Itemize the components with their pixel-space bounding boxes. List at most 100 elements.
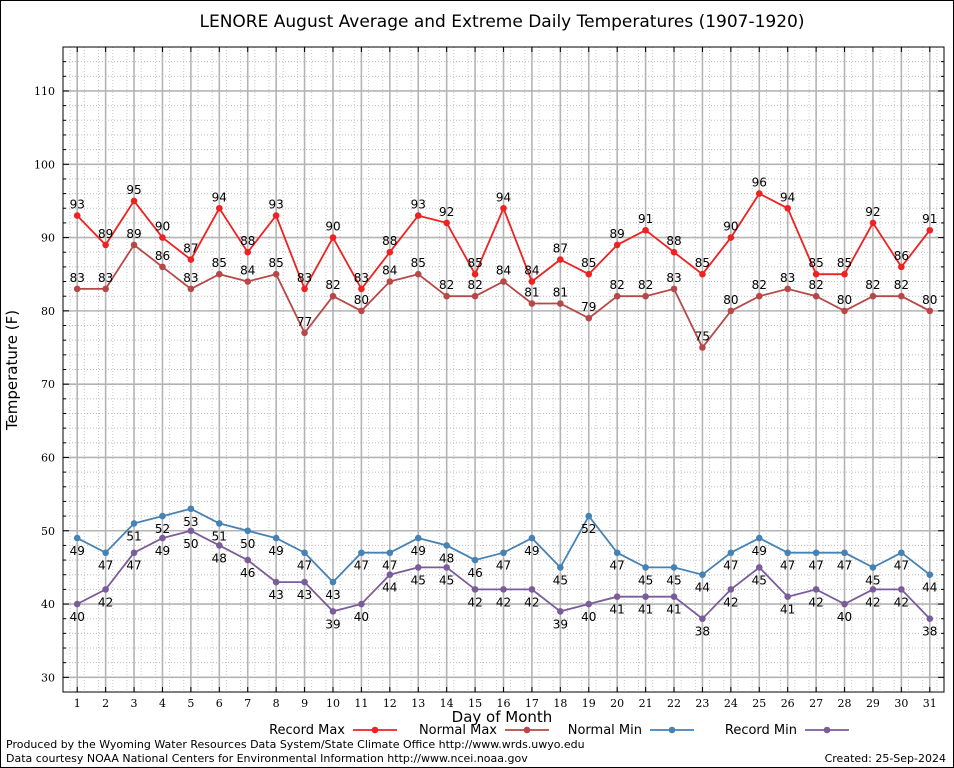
normal-min-point bbox=[130, 520, 138, 527]
record-min-data-label: 42 bbox=[524, 595, 539, 609]
record-min-data-label: 48 bbox=[212, 551, 227, 565]
record-max-data-label: 95 bbox=[126, 183, 141, 197]
record-max-point bbox=[869, 219, 877, 227]
legend-marker-record-min bbox=[823, 726, 831, 734]
normal-min-point bbox=[926, 571, 934, 579]
normal-min-data-label: 47 bbox=[780, 559, 795, 573]
record-min-data-label: 42 bbox=[98, 595, 113, 609]
record-max-point bbox=[187, 256, 195, 263]
record-max-data-label: 84 bbox=[524, 264, 539, 278]
normal-min-point bbox=[528, 534, 536, 542]
normal-min-point bbox=[557, 564, 564, 571]
normal-min-point bbox=[471, 556, 479, 564]
normal-min-data-label: 47 bbox=[808, 559, 823, 573]
normal-max-data-label: 83 bbox=[666, 271, 681, 285]
record-min-data-label: 41 bbox=[638, 603, 653, 617]
normal-max-point bbox=[471, 292, 479, 300]
normal-max-data-label: 85 bbox=[269, 256, 284, 270]
normal-max-data-label: 85 bbox=[411, 256, 426, 270]
normal-min-point bbox=[386, 549, 394, 557]
footer-created-date: Created: 25-Sep-2024 bbox=[824, 752, 946, 765]
normal-max-data-label: 84 bbox=[240, 264, 255, 278]
normal-max-data-label: 80 bbox=[837, 293, 852, 307]
record-min-data-label: 40 bbox=[70, 610, 85, 624]
axis-layer: 1 2 3 4 5 6 7 8 9 10 11 12 13 14 15 16 17 18 19 20 21 22 23 24 2… bbox=[34, 46, 944, 710]
x-tick-label: 15 bbox=[468, 697, 482, 710]
record-max-point bbox=[414, 212, 422, 219]
record-max-data-label: 91 bbox=[638, 212, 653, 226]
record-max-data-label: 93 bbox=[70, 198, 85, 212]
normal-max-data-label: 82 bbox=[808, 278, 823, 292]
record-max-point bbox=[699, 270, 706, 278]
record-min-data-label: 42 bbox=[723, 595, 738, 609]
x-tick-label: 9 bbox=[301, 697, 308, 710]
record-max-data-label: 89 bbox=[610, 227, 625, 241]
normal-max-point bbox=[386, 278, 394, 285]
record-max-data-label: 94 bbox=[496, 190, 511, 204]
normal-max-data-label: 82 bbox=[894, 278, 909, 292]
x-tick-label: 22 bbox=[667, 697, 681, 710]
x-tick-label: 5 bbox=[187, 697, 194, 710]
chart-title: LENORE August Average and Extreme Daily … bbox=[199, 12, 804, 32]
record-min-data-label: 49 bbox=[155, 544, 170, 558]
normal-min-data-label: 47 bbox=[610, 559, 625, 573]
record-min-point bbox=[414, 564, 422, 571]
record-max-point bbox=[358, 285, 365, 293]
y-tick-label: 110 bbox=[34, 85, 55, 98]
normal-min-data-label: 52 bbox=[155, 522, 170, 536]
record-min-data-label: 39 bbox=[553, 617, 568, 631]
record-min-point bbox=[386, 571, 394, 579]
normal-max-point bbox=[358, 307, 365, 315]
record-max-point bbox=[557, 256, 564, 263]
normal-min-point bbox=[869, 564, 877, 571]
legend-marker-normal-min bbox=[668, 726, 676, 734]
normal-min-point bbox=[159, 512, 166, 520]
y-tick-label: 40 bbox=[41, 598, 55, 611]
record-min-data-label: 45 bbox=[439, 573, 454, 587]
normal-min-point bbox=[414, 534, 422, 542]
x-tick-label: 30 bbox=[894, 697, 908, 710]
normal-min-point bbox=[585, 512, 593, 520]
normal-max-point bbox=[216, 270, 223, 278]
record-min-point bbox=[216, 542, 223, 549]
record-min-data-label: 42 bbox=[467, 595, 482, 609]
record-max-point bbox=[272, 212, 280, 219]
y-axis-title: Temperature (F) bbox=[3, 310, 21, 431]
x-tick-label: 25 bbox=[752, 697, 766, 710]
record-max-data-label: 85 bbox=[581, 256, 596, 270]
normal-min-point bbox=[272, 534, 280, 542]
x-tick-label: 28 bbox=[838, 697, 852, 710]
record-max-data-label: 94 bbox=[780, 190, 795, 204]
normal-max-point bbox=[755, 292, 763, 300]
record-min-data-label: 41 bbox=[610, 603, 625, 617]
normal-min-data-label: 44 bbox=[695, 581, 710, 595]
record-max-data-label: 89 bbox=[98, 227, 113, 241]
normal-max-data-label: 75 bbox=[695, 330, 710, 344]
record-min-point bbox=[102, 586, 109, 593]
y-tick-label: 90 bbox=[41, 232, 55, 245]
record-max-point bbox=[613, 241, 621, 249]
record-max-data-label: 93 bbox=[411, 198, 426, 212]
normal-min-point bbox=[102, 549, 109, 557]
normal-max-data-label: 82 bbox=[325, 278, 340, 292]
record-max-data-label: 90 bbox=[155, 220, 170, 234]
record-max-point bbox=[841, 270, 848, 278]
x-tick-label: 2 bbox=[102, 697, 109, 710]
normal-min-point bbox=[443, 542, 450, 549]
x-tick-label: 20 bbox=[610, 697, 624, 710]
normal-min-point bbox=[784, 549, 791, 557]
normal-min-point bbox=[642, 564, 649, 571]
normal-max-point bbox=[301, 329, 308, 337]
record-max-data-label: 85 bbox=[695, 256, 710, 270]
record-max-data-label: 85 bbox=[837, 256, 852, 270]
legend: Record Max Normal Max Normal Min Record Min bbox=[269, 723, 849, 738]
record-min-point bbox=[272, 578, 280, 586]
record-min-point bbox=[869, 586, 877, 593]
record-max-data-label: 83 bbox=[354, 271, 369, 285]
x-tick-label: 3 bbox=[131, 697, 138, 710]
record-min-data-label: 45 bbox=[411, 573, 426, 587]
normal-min-data-label: 44 bbox=[922, 581, 937, 595]
record-min-point bbox=[187, 527, 195, 535]
normal-min-data-label: 49 bbox=[752, 544, 767, 558]
